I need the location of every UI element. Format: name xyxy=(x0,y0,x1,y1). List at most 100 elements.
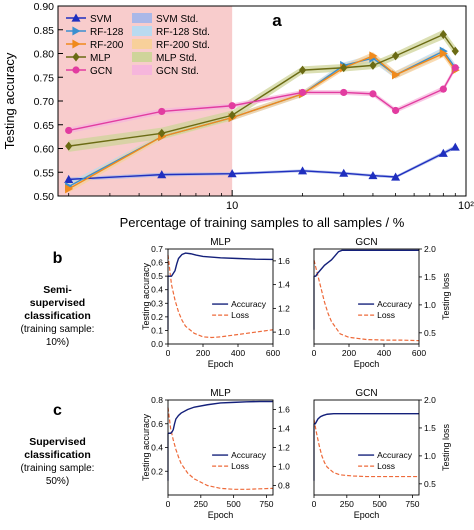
legend-label: RF-128 xyxy=(90,27,124,38)
legend-swatch xyxy=(132,13,152,23)
panel-c-line-1: Supervised xyxy=(29,436,86,448)
y-right-tick-label: 1.2 xyxy=(278,303,290,313)
y-right-tick-label: 1.0 xyxy=(278,327,290,337)
panel-b-line-3: classification xyxy=(24,310,91,322)
panel-b-line-2: supervised xyxy=(29,297,86,309)
y-right-tick-label: 1.2 xyxy=(278,443,290,453)
data-point xyxy=(228,110,236,120)
y-axis-label-right: Testing loss xyxy=(441,272,451,320)
y-right-tick-label: 0.5 xyxy=(424,479,436,489)
plot-frame xyxy=(313,399,420,496)
data-point xyxy=(391,172,401,181)
data-point xyxy=(65,184,74,194)
legend-swatch xyxy=(132,26,152,36)
x-tick-label: 750 xyxy=(405,499,419,509)
data-point xyxy=(158,107,166,116)
legend-accuracy-label: Accuracy xyxy=(377,450,413,460)
data-point xyxy=(438,148,448,157)
series-svm xyxy=(64,142,460,183)
y-right-tick-label: 1.5 xyxy=(424,423,436,433)
x-tick-label: 0 xyxy=(166,499,171,509)
y-tick-label: 0.70 xyxy=(34,96,55,108)
data-point xyxy=(450,142,460,151)
legend-label: GCN Std. xyxy=(156,66,199,77)
x-tick-label: 0 xyxy=(312,348,317,358)
panel-c-sub-1: (training sample: xyxy=(20,463,95,474)
legend-label: RF-200 Std. xyxy=(156,40,210,51)
x-tick-label: 600 xyxy=(266,348,280,358)
legend-label: GCN xyxy=(90,66,112,77)
legend-label: RF-200 xyxy=(90,40,124,51)
data-point xyxy=(439,30,447,39)
chart-title: MLP xyxy=(210,388,231,399)
std-band xyxy=(68,64,456,134)
y-right-tick-label: 1.0 xyxy=(278,462,290,472)
legend-loss-label: Loss xyxy=(231,461,249,471)
legend-swatch xyxy=(132,39,152,49)
y-tick-label: 0.7 xyxy=(151,244,163,254)
accuracy-line xyxy=(168,252,274,277)
panel-b-sub-2: 10%) xyxy=(45,337,70,348)
data-point xyxy=(298,166,308,175)
data-point xyxy=(72,39,81,49)
panel-c-letter: c xyxy=(53,402,62,419)
y-tick-label: 0.5 xyxy=(151,271,163,281)
data-point xyxy=(72,26,81,36)
y-tick-label: 0.90 xyxy=(34,1,55,13)
y-right-tick-label: 2.0 xyxy=(424,395,436,405)
x-tick-label: 250 xyxy=(194,499,208,509)
y-right-tick-label: 1.4 xyxy=(278,424,290,434)
legend-loss-label: Loss xyxy=(377,461,395,471)
y-right-tick-label: 1.0 xyxy=(424,300,436,310)
y-right-tick-label: 1.6 xyxy=(278,405,290,415)
y-tick-label: 0.60 xyxy=(34,144,55,156)
data-point xyxy=(65,141,73,151)
panel-c-sub-2: 50%) xyxy=(45,476,70,487)
semi-supervised-gcn-chart: GCN 0 200 400 600 Epoch 0.5 1.0 1.5 2.0 Testing lo… xyxy=(312,237,451,369)
accuracy-line xyxy=(168,400,273,434)
std-band xyxy=(68,47,456,191)
data-point xyxy=(451,64,459,72)
y-axis-label-right: Testing loss xyxy=(441,423,451,471)
x-tick-label: 200 xyxy=(342,348,356,358)
x-tick-label: 0 xyxy=(312,499,317,509)
legend-label: SVM Std. xyxy=(156,14,198,25)
x-tick-label: 500 xyxy=(227,499,241,509)
chart-title: GCN xyxy=(355,388,377,399)
y-tick-label: 0.4 xyxy=(151,285,163,295)
y-right-tick-label: 1.5 xyxy=(424,272,436,282)
x-tick-label: 400 xyxy=(377,348,391,358)
plot-frame xyxy=(167,399,274,496)
legend-loss-label: Loss xyxy=(231,310,249,320)
y-tick-label: 0.8 xyxy=(151,395,163,405)
data-point xyxy=(227,169,237,178)
y-tick-label: 0.6 xyxy=(151,419,163,429)
x-axis-label: Epoch xyxy=(354,359,380,369)
y-tick-label: 0.80 xyxy=(34,49,55,61)
data-point xyxy=(339,168,349,177)
legend-label: RF-128 Std. xyxy=(156,27,210,38)
data-point xyxy=(392,51,400,61)
data-point xyxy=(439,85,447,93)
data-point xyxy=(369,51,378,61)
data-point xyxy=(392,70,401,80)
y-tick-label: 0.55 xyxy=(34,167,55,179)
y-tick-label: 0.3 xyxy=(151,298,163,308)
std-band xyxy=(68,29,456,152)
data-point xyxy=(340,88,348,97)
data-point xyxy=(228,102,236,110)
data-point xyxy=(72,52,80,62)
y-tick-label: 0.75 xyxy=(34,72,55,84)
panel-c-line-2: classification xyxy=(24,449,91,461)
panel-b-label: b Semi- supervised classification (train… xyxy=(0,250,115,349)
y-right-tick-label: 1.4 xyxy=(278,280,290,290)
accuracy-vs-training-chart: 10 10² 0.50 0.55 0.60 0.65 0.70 0.75 0.80 0.85 0.9… xyxy=(2,1,474,230)
y-right-tick-label: 1.0 xyxy=(424,451,436,461)
y-right-tick-label: 1.6 xyxy=(278,256,290,266)
data-point xyxy=(65,126,73,135)
data-point xyxy=(64,174,74,183)
x-axis-label: Epoch xyxy=(208,359,234,369)
loss-line xyxy=(167,254,274,339)
y-tick-label: 0.2 xyxy=(151,466,163,476)
y-axis-label-left: Testing accuracy xyxy=(141,413,151,481)
